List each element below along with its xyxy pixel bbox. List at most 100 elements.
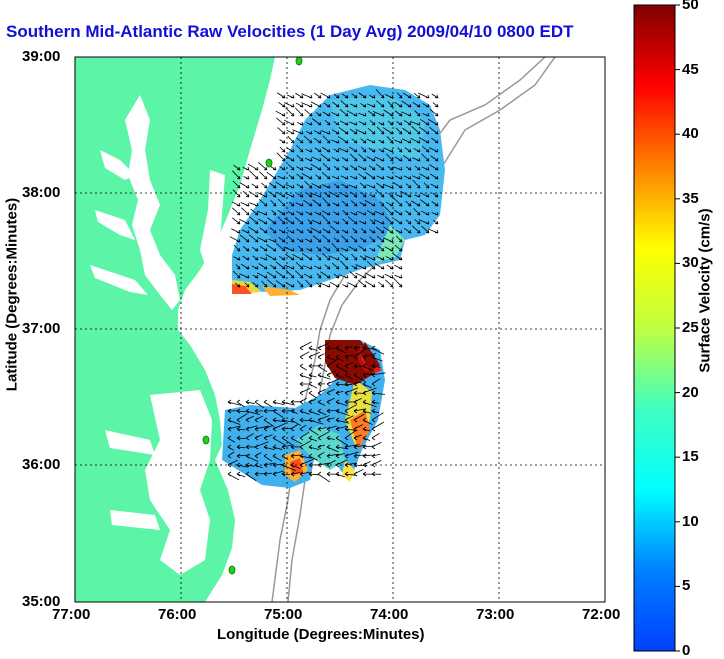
velocity-arrow: [296, 144, 304, 153]
velocity-arrow: [311, 156, 322, 162]
velocity-arrow: [278, 236, 286, 243]
velocity-arrow: [313, 265, 322, 270]
velocity-arrow: [379, 201, 385, 207]
velocity-arrow: [432, 192, 439, 198]
velocity-arrow: [306, 229, 313, 234]
velocity-arrow: [421, 153, 430, 162]
velocity-arrow: [252, 274, 259, 279]
velocity-arrow: [401, 138, 412, 144]
velocity-arrow: [305, 157, 313, 162]
velocity-arrow: [268, 191, 277, 198]
velocity-arrow: [263, 471, 272, 477]
velocity-arrow: [396, 92, 403, 99]
velocity-arrow: [359, 201, 367, 207]
velocity-arrow: [299, 351, 310, 360]
velocity-arrow: [290, 453, 301, 459]
colorbar-ticks: [675, 4, 680, 652]
velocity-arrow: [287, 135, 295, 144]
velocity-arrow: [369, 120, 376, 126]
velocity-arrow: [272, 453, 282, 462]
velocity-arrow: [412, 179, 421, 189]
velocity-arrow: [296, 238, 304, 243]
velocity-arrow: [349, 128, 358, 135]
velocity-arrow: [286, 147, 295, 153]
colorbar-tick: 30: [682, 254, 699, 271]
velocity-arrow: [290, 408, 298, 414]
velocity-arrow: [242, 190, 250, 198]
velocity-arrow: [260, 256, 268, 261]
velocity-arrow: [393, 278, 403, 288]
velocity-arrow: [404, 147, 412, 153]
velocity-arrow: [245, 399, 255, 405]
velocity-arrow: [326, 358, 339, 369]
velocity-arrow: [317, 381, 326, 387]
velocity-arrow: [266, 244, 277, 252]
velocity-arrow: [258, 199, 268, 207]
velocity-arrow: [235, 282, 241, 288]
velocity-arrow: [269, 264, 277, 270]
x-tick: 77:00: [52, 606, 91, 623]
velocity-arrow: [296, 228, 304, 234]
velocity-arrow: [242, 255, 250, 261]
y-tick: 36:00: [22, 456, 61, 473]
velocity-arrow: [377, 274, 385, 279]
velocity-arrow: [341, 183, 349, 189]
velocity-arrow: [277, 209, 286, 216]
velocity-arrow: [350, 235, 358, 243]
velocity-arrow: [258, 218, 268, 225]
velocity-arrow: [394, 110, 403, 117]
velocity-arrow: [394, 264, 403, 270]
velocity-arrow: [371, 453, 381, 459]
velocity-arrow: [331, 139, 340, 144]
velocity-arrow: [341, 157, 349, 162]
velocity-arrow: [313, 92, 322, 99]
velocity-arrow: [388, 192, 394, 198]
velocity-arrow: [335, 453, 345, 459]
velocity-arrow: [350, 153, 358, 162]
velocity-arrow: [405, 166, 412, 171]
velocity-arrow: [249, 170, 259, 180]
velocity-arrow: [405, 183, 412, 189]
velocity-arrow: [326, 459, 336, 468]
velocity-arrow: [353, 468, 364, 477]
velocity-arrow: [395, 229, 403, 234]
velocity-arrow: [324, 264, 331, 270]
velocity-arrow: [353, 363, 364, 369]
velocity-arrow: [351, 265, 358, 270]
velocity-arrow: [427, 118, 439, 126]
velocity-arrow: [295, 262, 304, 270]
velocity-arrow: [344, 444, 360, 450]
velocity-arrow: [277, 92, 286, 99]
velocity-arrow: [317, 431, 330, 441]
velocity-arrow: [328, 255, 340, 261]
velocity-arrow: [431, 201, 439, 207]
velocity-arrow: [358, 92, 367, 99]
velocity-arrow: [316, 282, 322, 288]
velocity-arrow: [233, 244, 241, 252]
velocity-arrow: [375, 189, 385, 198]
velocity-arrow: [347, 216, 358, 225]
velocity-arrow: [305, 148, 313, 153]
velocity-arrow: [358, 245, 367, 252]
velocity-arrow: [249, 202, 259, 207]
velocity-arrow: [236, 413, 248, 423]
velocity-arrow: [265, 254, 277, 261]
velocity-arrow: [362, 408, 372, 414]
velocity-arrow: [231, 228, 241, 234]
colorbar-tick: 5: [682, 577, 691, 594]
velocity-arrow: [349, 271, 358, 279]
velocity-arrow: [259, 245, 268, 252]
velocity-arrow: [383, 237, 394, 243]
velocity-arrow: [263, 408, 278, 414]
velocity-arrow: [371, 354, 383, 362]
velocity-arrow: [362, 435, 371, 441]
velocity-arrow: [378, 148, 385, 153]
velocity-arrow: [364, 272, 376, 279]
velocity-arrow: [371, 432, 380, 441]
velocity-arrow: [326, 435, 335, 441]
velocity-arrow: [357, 210, 367, 216]
velocity-arrow: [378, 281, 385, 288]
radar-site: [228, 565, 236, 575]
velocity-arrow: [375, 226, 385, 234]
velocity-arrow: [245, 433, 254, 441]
